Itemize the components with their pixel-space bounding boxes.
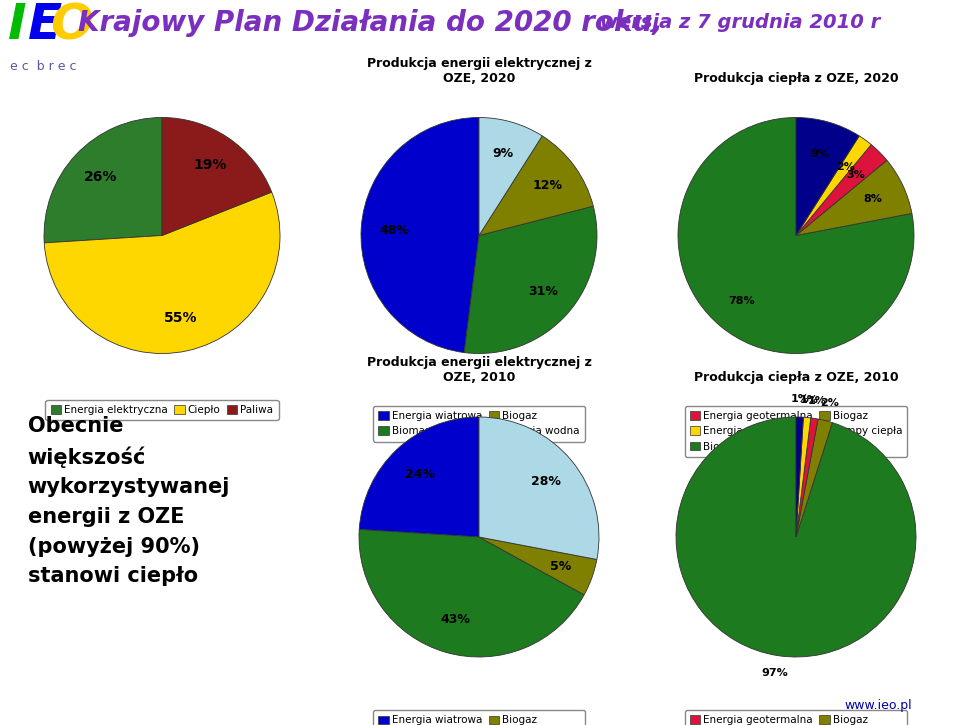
Text: 97%: 97% [761,668,788,679]
Text: 8%: 8% [863,194,882,204]
Title: Produkcja energii elektrycznej z
OZE, 2010: Produkcja energii elektrycznej z OZE, 20… [367,357,591,384]
Wedge shape [796,417,804,537]
Text: 12%: 12% [533,179,563,192]
Text: e c  b r e c: e c b r e c [10,60,77,73]
Text: 1%: 1% [791,394,809,404]
Text: 3%: 3% [847,170,866,181]
Legend: Energia wiatrowa, Biomasa stała, Biogaz, Energia wodna: Energia wiatrowa, Biomasa stała, Biogaz,… [373,710,585,725]
Text: Obecnie
większość
wykorzystywanej
energii z OZE
(powyżej 90%)
stanowi ciepło: Obecnie większość wykorzystywanej energi… [28,416,230,587]
Text: 55%: 55% [164,312,198,326]
Text: 24%: 24% [405,468,435,481]
Text: 1%: 1% [800,394,818,405]
Wedge shape [479,417,599,560]
Text: wersja z 7 grudnia 2010 r: wersja z 7 grudnia 2010 r [600,14,880,33]
Text: I: I [8,1,27,49]
Wedge shape [796,160,912,236]
Wedge shape [479,117,542,236]
Text: O: O [50,1,92,49]
Legend: Energia geotermalna, Energia słoneczna, Biomasa stała, Biogaz, Pompy ciepła: Energia geotermalna, Energia słoneczna, … [684,710,907,725]
Wedge shape [465,206,597,354]
Wedge shape [796,418,818,537]
Text: 31%: 31% [528,285,558,298]
Wedge shape [162,117,272,236]
Wedge shape [796,419,832,537]
Wedge shape [796,136,872,236]
Title: Produkcja ciepła z OZE, 2020: Produkcja ciepła z OZE, 2020 [694,72,899,86]
Wedge shape [361,117,479,352]
Text: 26%: 26% [84,170,117,184]
Text: 28%: 28% [531,476,561,489]
Legend: Energia geotermalna, Energia słoneczna, Biomasa stała, Biogaz, Pompy ciepła: Energia geotermalna, Energia słoneczna, … [684,406,907,457]
Wedge shape [479,136,593,236]
Wedge shape [359,417,479,537]
Wedge shape [676,417,916,657]
Text: 2%: 2% [820,398,839,408]
Wedge shape [44,117,162,243]
Title: Produkcja ciepła z OZE, 2010: Produkcja ciepła z OZE, 2010 [694,371,899,384]
Legend: Energia elektryczna, Ciepło, Paliwa: Energia elektryczna, Ciepło, Paliwa [45,400,278,420]
Wedge shape [796,117,859,236]
Text: 43%: 43% [440,613,469,626]
Text: 9%: 9% [492,147,514,160]
Wedge shape [359,529,584,657]
Text: 2%: 2% [836,162,855,172]
Text: 5%: 5% [550,560,571,573]
Text: 48%: 48% [379,224,409,236]
Title: Produkcja energii elektrycznej z
OZE, 2020: Produkcja energii elektrycznej z OZE, 20… [367,57,591,86]
Wedge shape [44,192,280,354]
Text: 78%: 78% [729,296,756,306]
Wedge shape [479,537,597,594]
Text: E: E [28,1,62,49]
Text: 1%: 1% [807,396,827,405]
Text: 9%: 9% [810,149,829,159]
Wedge shape [678,117,914,354]
Legend: Energia wiatrowa, Biomasa stała, Biogaz, Energia wodna: Energia wiatrowa, Biomasa stała, Biogaz,… [373,406,585,442]
Wedge shape [796,144,887,236]
Text: 19%: 19% [193,158,227,173]
Wedge shape [796,417,811,537]
Text: Krajowy Plan Działania do 2020 roku,: Krajowy Plan Działania do 2020 roku, [78,9,662,37]
Text: www.ieo.pl: www.ieo.pl [845,699,912,712]
